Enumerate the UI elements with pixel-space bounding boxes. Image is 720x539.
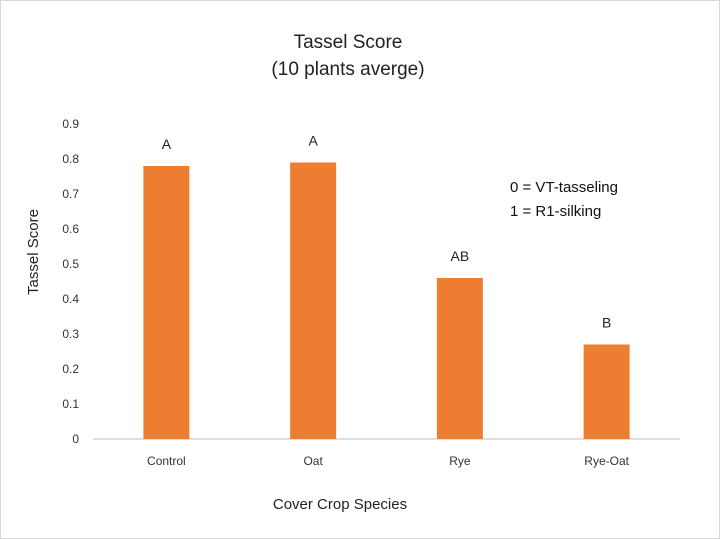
y-tick-label: 0.9	[62, 117, 79, 131]
y-tick-label: 0.4	[62, 292, 79, 306]
x-axis-title: Cover Crop Species	[273, 496, 407, 513]
x-tick-label: Rye-Oat	[584, 454, 629, 468]
y-axis-ticks: 0 0.1 0.2 0.3 0.4 0.5 0.6 0.7 0.8 0.9	[62, 117, 79, 446]
bar-oat	[290, 162, 337, 439]
x-axis-ticks: Control Oat Rye Rye-Oat	[147, 454, 630, 468]
y-tick-label: 0.3	[62, 327, 79, 341]
bar-data-labels: A A AB B	[162, 133, 612, 331]
y-tick-label: 0.8	[62, 152, 79, 166]
bar-data-label: AB	[451, 248, 470, 264]
bar-data-label: A	[162, 136, 172, 152]
bar-series	[143, 162, 630, 439]
bar-control	[143, 166, 190, 439]
y-axis-title: Tassel Score	[25, 209, 42, 295]
bar-rye	[436, 278, 483, 439]
x-tick-label: Rye	[449, 454, 471, 468]
annotation-line-1: 0 = VT-tasseling	[510, 179, 618, 196]
bar-rye-oat	[583, 344, 630, 439]
x-tick-label: Oat	[303, 454, 323, 468]
y-tick-label: 0.2	[62, 362, 79, 376]
x-tick-label: Control	[147, 454, 186, 468]
y-tick-label: 0.6	[62, 222, 79, 236]
chart-title: Tassel Score	[294, 32, 403, 53]
bar-data-label: B	[602, 315, 611, 331]
y-tick-label: 0.7	[62, 187, 79, 201]
bar-data-label: A	[308, 133, 318, 149]
y-tick-label: 0	[72, 432, 79, 446]
y-tick-label: 0.5	[62, 257, 79, 271]
y-tick-label: 0.1	[62, 397, 79, 411]
annotation-line-2: 1 = R1-silking	[510, 203, 601, 220]
chart-subtitle: (10 plants averge)	[271, 59, 424, 80]
